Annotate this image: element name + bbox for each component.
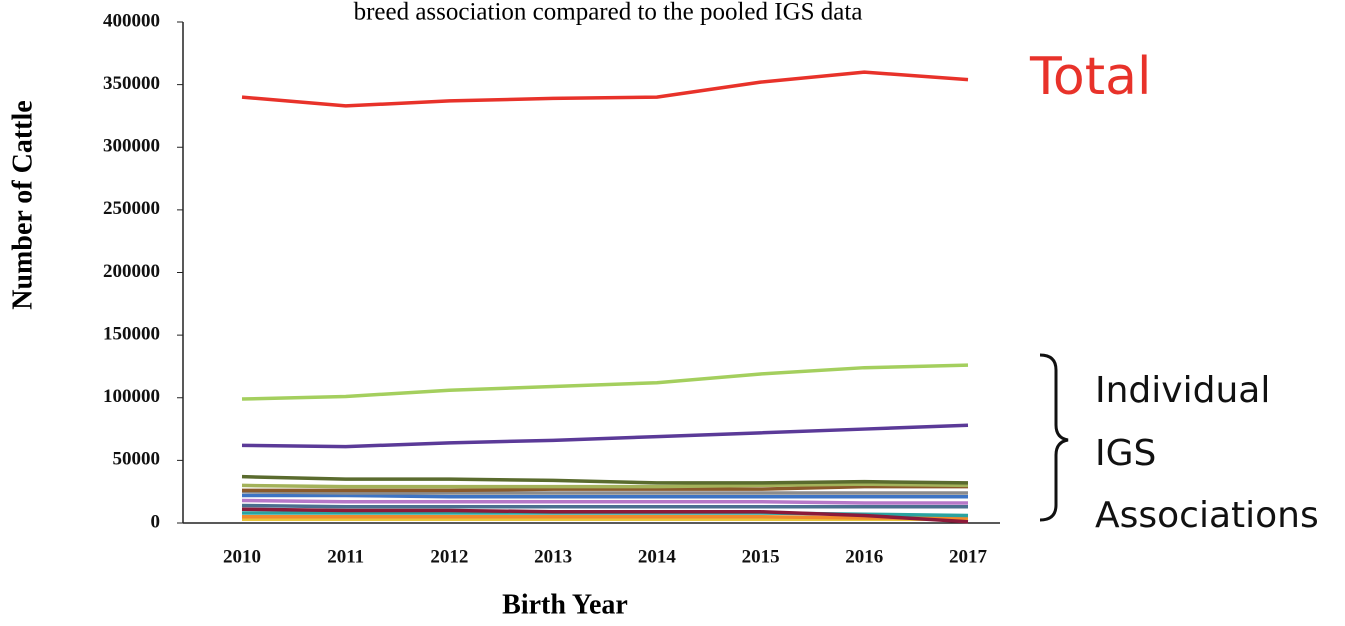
y-tick-label: 300000 bbox=[103, 136, 160, 157]
annotation: Total bbox=[1029, 47, 1151, 107]
x-tick-label: 2016 bbox=[845, 546, 883, 567]
series-line bbox=[241, 482, 969, 489]
series-line bbox=[241, 363, 969, 401]
y-tick-label: 0 bbox=[151, 511, 161, 532]
y-tick-label: 400000 bbox=[103, 10, 160, 31]
y-tick-label: 150000 bbox=[103, 323, 160, 344]
x-tick-label: 2014 bbox=[638, 546, 677, 567]
x-tick-label: 2010 bbox=[223, 546, 261, 567]
x-tick-label: 2011 bbox=[327, 546, 364, 567]
y-tick-label: 50000 bbox=[113, 449, 161, 470]
series-line bbox=[241, 70, 969, 108]
y-tick-label: 100000 bbox=[103, 386, 160, 407]
series-line bbox=[241, 507, 969, 524]
x-tick-label: 2017 bbox=[949, 546, 988, 567]
series-line bbox=[241, 489, 968, 495]
annotation: Associations bbox=[1095, 495, 1319, 536]
brace bbox=[1039, 353, 1069, 522]
series-line bbox=[242, 484, 968, 493]
x-tick-label: 2013 bbox=[534, 546, 572, 567]
annotation: Individual bbox=[1095, 370, 1270, 411]
series-line bbox=[241, 474, 969, 485]
series-line bbox=[242, 493, 968, 499]
series-line bbox=[241, 498, 968, 505]
y-tick-label: 350000 bbox=[103, 73, 160, 94]
series-line bbox=[242, 514, 968, 520]
x-tick-label: 2012 bbox=[430, 546, 468, 567]
y-axis-label: Number of Cattle bbox=[7, 100, 38, 309]
y-tick-label: 250000 bbox=[103, 198, 160, 219]
series-line bbox=[241, 423, 969, 449]
x-tick-label: 2015 bbox=[742, 546, 780, 567]
x-axis-label: Birth Year bbox=[502, 589, 628, 620]
annotation: IGS bbox=[1095, 433, 1156, 474]
series-line bbox=[241, 503, 968, 509]
chart-title: breed association compared to the pooled… bbox=[354, 0, 863, 26]
y-tick-label: 200000 bbox=[103, 261, 160, 282]
